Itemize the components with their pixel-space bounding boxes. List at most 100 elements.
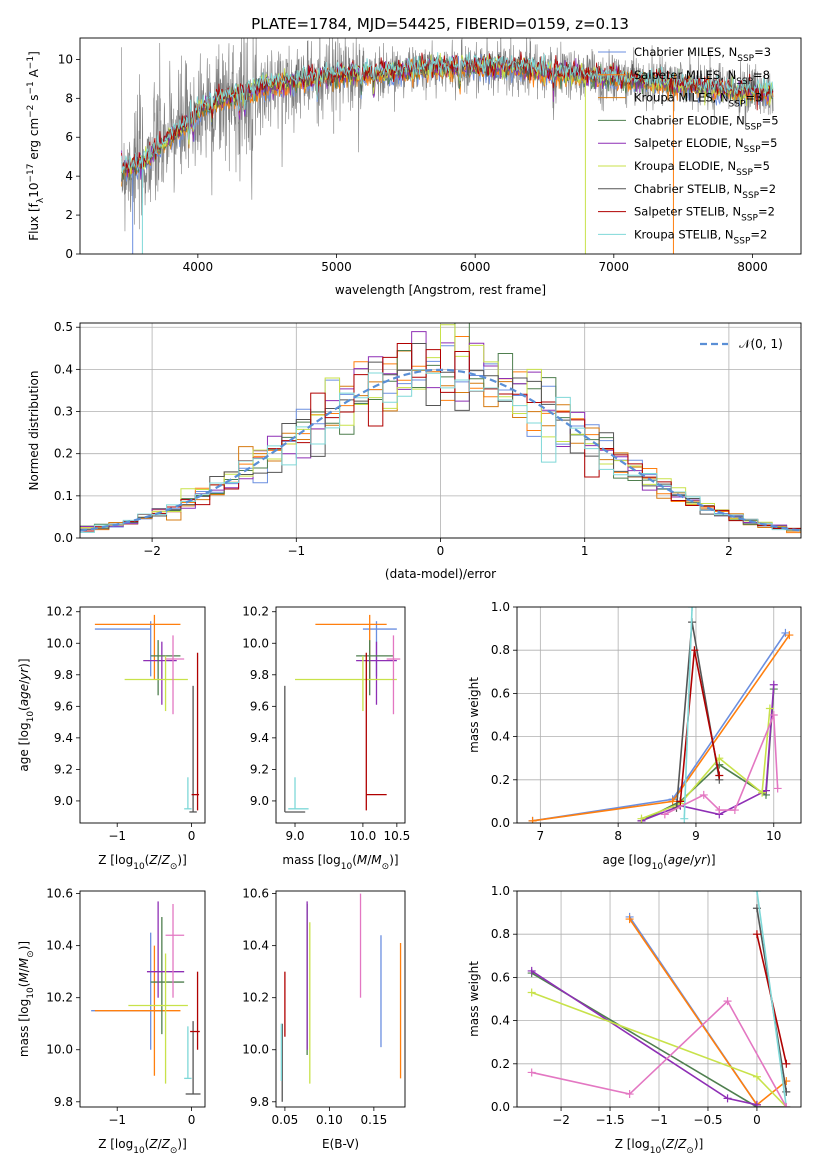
legend-label: Chabrier ELODIE, NSSP=5: [634, 113, 779, 132]
legend-label: Salpeter MILES, NSSP=8: [634, 68, 770, 87]
x-tick-label: 1: [581, 544, 589, 558]
weight-marker: [660, 810, 669, 819]
weight-marker: [782, 1059, 791, 1068]
y-tick-label: 9.6: [54, 699, 73, 713]
weight-marker: [625, 915, 634, 924]
x-tick-label: −1: [650, 1113, 668, 1127]
errorbar-kroupa-stelib: [288, 777, 309, 810]
axes-frame: [79, 37, 802, 255]
x-tick-label: 8000: [737, 260, 768, 274]
y-tick-label: 2: [65, 208, 73, 222]
x-tick-label: −1: [287, 544, 305, 558]
panel-residuals: −2 −1 0 1 2 0.0 0.1 0.2 0.3 0.4 0.5 𝒩(0, 1) (data-mo…: [27, 320, 802, 581]
weight-series-extra_pink: [660, 711, 782, 819]
y-axis-label: mass [log10(M/M⊙)]: [17, 941, 36, 1057]
weight-line: [641, 708, 771, 820]
legend-label: Kroupa STELIB, NSSP=2: [634, 227, 767, 246]
y-tick-label: 0: [65, 247, 73, 261]
weight-line: [664, 714, 779, 816]
x-tick-label: −1.5: [595, 1113, 624, 1127]
x-axis-label: age [log10(age/yr)]: [602, 853, 715, 872]
y-tick-label: 0.2: [491, 1057, 510, 1071]
legend-label: Kroupa ELODIE, NSSP=5: [634, 159, 770, 178]
y-tick-label: 0.4: [54, 362, 73, 376]
y-tick-label: 9.4: [54, 731, 73, 745]
figure-title: PLATE=1784, MJD=54425, FIBERID=0159, z=0…: [251, 15, 629, 33]
y-tick-label: 9.2: [54, 762, 73, 776]
weight-marker: [723, 997, 732, 1006]
weight-marker: [527, 966, 536, 975]
y-tick-label: 10.0: [46, 636, 73, 650]
weight-marker: [782, 1103, 791, 1107]
y-tick-label: 0.5: [54, 320, 73, 334]
weight-marker: [676, 797, 685, 806]
y-tick-label: 0.4: [491, 1014, 510, 1028]
residual-histogram-salpeter-stelib: [80, 343, 801, 532]
plot-area: [91, 901, 201, 1095]
weight-marker: [699, 790, 708, 799]
y-tick-label: 10.0: [242, 636, 269, 650]
legend-label: Salpeter STELIB, NSSP=2: [634, 205, 775, 224]
weight-marker: [527, 1068, 536, 1077]
errorbar-chabrier-stelib: [189, 685, 197, 813]
weight-series-salpeter-miles: [528, 631, 794, 823]
y-tick-label: 0.6: [491, 970, 510, 984]
weight-marker: [752, 1072, 761, 1081]
errorbar-salpeter-elodie: [143, 641, 177, 705]
weight-marker: [723, 1094, 732, 1103]
weight-line: [532, 634, 790, 822]
weight-marker: [773, 784, 782, 793]
panel-Z-vs-age: −1 0 9.0 9.2 9.4 9.6 9.8 10.0 10.2 Z [log10(Z/Z⊙)…: [17, 605, 206, 872]
weight-marker: [769, 680, 778, 689]
errorbar-kroupa-stelib: [184, 777, 192, 810]
grid: [517, 890, 801, 1108]
axes-frame: [275, 890, 406, 1108]
x-axis-label: (data-model)/error: [385, 567, 496, 581]
y-axis-label: Normed distribution: [27, 371, 41, 491]
y-tick-label: 0.8: [491, 927, 510, 941]
errorbar-chabrier-miles: [362, 621, 397, 677]
residual-histogram-kroupa-elodie: [80, 324, 801, 529]
x-tick-label: 9.0: [285, 829, 304, 843]
axes-frame: [275, 606, 406, 824]
y-tick-label: 9.0: [54, 794, 73, 808]
weight-marker: [637, 814, 646, 823]
weight-series-chabrier-miles: [528, 628, 790, 823]
x-tick-label: 8: [614, 829, 622, 843]
weight-line: [531, 999, 788, 1107]
x-tick-label: 2: [725, 544, 733, 558]
weight-marker: [715, 806, 724, 815]
plot-area: [528, 607, 794, 823]
errorbar-extra_pink: [386, 635, 401, 715]
y-tick-label: 0.0: [491, 1100, 510, 1114]
errorbar-salpeter-miles: [94, 614, 181, 680]
weight-series-salpeter-stelib: [676, 646, 724, 806]
errorbar-chabrier-stelib: [284, 685, 306, 813]
y-tick-label: 10.0: [46, 1043, 73, 1057]
legend-label: Chabrier MILES, NSSP=3: [634, 45, 771, 64]
y-axis-label: Flux [fλ10−17 erg cm−2 s−1 A−1]: [26, 51, 46, 241]
y-tick-label: 1.0: [491, 884, 510, 898]
weight-marker: [785, 631, 794, 640]
y-tick-label: 9.8: [54, 1095, 73, 1109]
weight-marker: [715, 771, 724, 780]
model-spectrum-kroupa-stelib: [121, 51, 774, 174]
normal-curve: [80, 368, 801, 532]
plot-area: [80, 323, 801, 534]
errorbar-salpeter-stelib: [365, 652, 387, 811]
legend-label: Kroupa MILES, NSSP=3: [634, 91, 762, 110]
y-axis-label: age [log10(age/yr)]: [17, 658, 36, 771]
plot-area: [280, 893, 402, 1102]
weight-series-salpeter-elodie: [527, 966, 761, 1107]
x-tick-label: 0: [188, 1113, 196, 1127]
y-axis-label: mass weight: [467, 961, 481, 1037]
weight-series-extra_pink: [527, 997, 791, 1107]
x-tick-label: −1: [108, 1113, 126, 1127]
y-tick-label: 10.2: [242, 605, 269, 619]
x-axis-label: Z [log10(Z/Z⊙)]: [98, 853, 187, 872]
x-tick-label: 4000: [183, 260, 214, 274]
panel-Z-vs-mass: −1 0 9.8 10.0 10.2 10.4 10.6 Z [log10(Z/Z⊙)] mas…: [17, 887, 206, 1156]
x-axis-label: mass [log10(M/M⊙)]: [282, 853, 398, 872]
errorbar-kroupa-stelib: [184, 1026, 192, 1080]
y-tick-label: 0.0: [54, 531, 73, 545]
